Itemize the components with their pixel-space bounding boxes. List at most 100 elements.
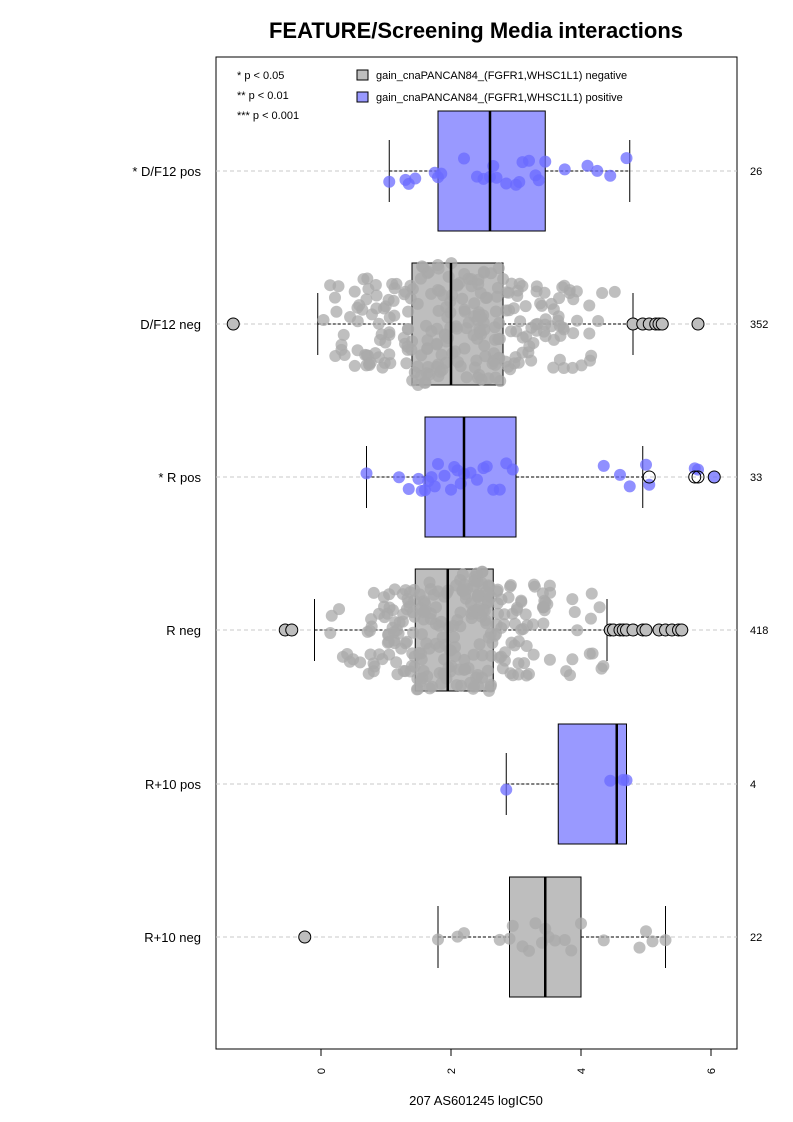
data-point bbox=[423, 682, 436, 695]
group-count: 4 bbox=[750, 779, 756, 791]
data-point bbox=[330, 305, 343, 318]
data-point bbox=[566, 361, 579, 374]
data-point bbox=[390, 656, 403, 669]
data-point bbox=[485, 267, 498, 280]
data-point bbox=[468, 361, 481, 374]
data-point bbox=[497, 273, 510, 286]
data-point bbox=[460, 371, 473, 384]
data-point bbox=[692, 463, 704, 476]
outlier-point bbox=[691, 317, 705, 331]
data-point bbox=[451, 356, 464, 369]
data-point bbox=[502, 360, 515, 373]
data-point bbox=[415, 628, 428, 641]
data-point bbox=[435, 348, 448, 361]
data-point bbox=[370, 289, 383, 302]
data-point bbox=[547, 361, 560, 374]
data-point bbox=[604, 774, 617, 787]
data-point bbox=[391, 668, 404, 681]
data-point bbox=[640, 458, 652, 471]
data-point bbox=[431, 284, 444, 297]
data-point bbox=[317, 313, 330, 326]
data-point bbox=[471, 473, 483, 486]
data-point bbox=[430, 338, 443, 351]
data-point bbox=[557, 323, 570, 336]
data-point bbox=[520, 640, 533, 653]
x-axis: * D/F12 pos 26D/F12 neg 352* R pos 33R neg 4… bbox=[132, 164, 768, 1074]
data-point bbox=[571, 314, 584, 327]
data-point bbox=[500, 783, 513, 796]
data-point bbox=[411, 683, 424, 696]
data-point bbox=[424, 613, 437, 626]
data-point bbox=[379, 336, 392, 349]
x-tick-label: 6 bbox=[706, 1068, 718, 1074]
data-point bbox=[429, 601, 442, 614]
data-point bbox=[357, 273, 370, 286]
data-point bbox=[446, 347, 459, 360]
outlier-point bbox=[226, 317, 240, 331]
data-point bbox=[596, 287, 609, 300]
data-point bbox=[490, 171, 503, 184]
data-point bbox=[432, 262, 445, 275]
x-tick-label: 2 bbox=[446, 1068, 458, 1074]
data-point bbox=[404, 586, 417, 599]
data-point bbox=[623, 480, 636, 493]
data-point bbox=[567, 293, 580, 306]
data-point bbox=[513, 277, 526, 290]
data-point bbox=[393, 471, 405, 484]
data-point bbox=[534, 297, 547, 310]
data-point bbox=[407, 626, 420, 639]
data-point bbox=[421, 334, 434, 347]
data-point bbox=[451, 278, 464, 291]
data-point bbox=[360, 467, 373, 480]
data-point bbox=[499, 646, 512, 659]
data-point bbox=[539, 330, 552, 343]
legend: * p < 0.05 ** p < 0.01 *** p < 0.001 gain_c… bbox=[237, 69, 627, 122]
outlier-point bbox=[642, 470, 656, 484]
data-point bbox=[433, 619, 446, 632]
data-point bbox=[402, 322, 415, 335]
data-point bbox=[592, 314, 605, 327]
significance-legend-item: *** p < 0.001 bbox=[237, 110, 299, 122]
data-point bbox=[478, 339, 491, 352]
data-point bbox=[568, 606, 581, 619]
data-point bbox=[432, 458, 444, 471]
data-point bbox=[522, 346, 535, 359]
data-point bbox=[528, 580, 541, 593]
data-point bbox=[404, 279, 417, 292]
data-point bbox=[347, 653, 360, 666]
data-point bbox=[708, 470, 721, 483]
data-point bbox=[549, 934, 561, 947]
data-point bbox=[388, 282, 401, 295]
data-point bbox=[511, 289, 524, 302]
data-point bbox=[567, 327, 580, 340]
group-label: * D/F12 pos bbox=[132, 164, 201, 179]
data-point bbox=[490, 290, 503, 303]
group-count: 418 bbox=[750, 625, 768, 637]
data-point bbox=[504, 579, 517, 592]
data-point bbox=[539, 155, 552, 168]
data-point bbox=[383, 348, 396, 361]
data-point bbox=[438, 469, 451, 482]
data-point bbox=[442, 270, 455, 283]
data-point bbox=[386, 604, 399, 617]
data-point bbox=[369, 347, 382, 360]
data-point bbox=[480, 617, 493, 630]
data-point bbox=[403, 600, 416, 613]
data-point bbox=[575, 917, 587, 930]
point-group bbox=[383, 152, 633, 191]
data-point bbox=[597, 934, 610, 947]
data-point bbox=[493, 483, 506, 496]
data-point bbox=[365, 308, 378, 321]
data-point bbox=[523, 944, 535, 957]
data-point bbox=[411, 297, 424, 310]
data-point bbox=[595, 662, 608, 675]
data-point bbox=[369, 279, 382, 292]
data-point bbox=[498, 608, 511, 621]
data-point bbox=[382, 293, 395, 306]
data-point bbox=[419, 604, 432, 617]
data-point bbox=[493, 933, 506, 946]
data-point bbox=[458, 342, 471, 355]
data-point bbox=[411, 360, 424, 373]
data-point bbox=[335, 338, 348, 351]
data-point bbox=[462, 272, 475, 285]
